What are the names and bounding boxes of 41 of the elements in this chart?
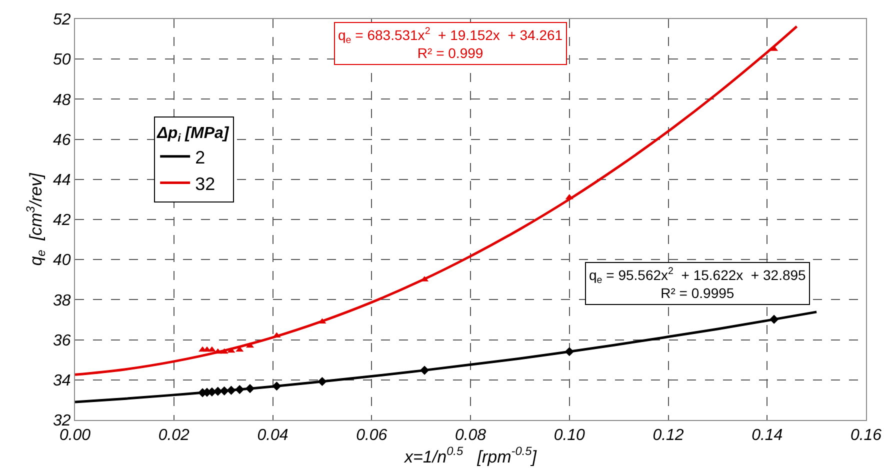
point <box>220 348 228 354</box>
x-tick-label: 0.14 <box>752 427 783 444</box>
legend-label: 2 <box>195 147 206 168</box>
y-tick-label: 34 <box>53 372 71 390</box>
point <box>208 346 216 352</box>
y-tick-label: 32 <box>53 412 71 430</box>
legend-title: Δp$_{i}$ [MPa] <box>156 125 230 145</box>
y-tick-label: 46 <box>53 132 71 149</box>
y-tick-label: 44 <box>53 172 71 189</box>
legend-label: 32 <box>195 174 216 194</box>
point <box>564 347 574 356</box>
point <box>318 376 327 386</box>
point <box>420 366 430 375</box>
line-series <box>75 310 818 404</box>
annotation: q$_{e}$ = 683.531x$^{2}$ + 19.152x + 34.261 R² = 0.999 <box>338 26 563 62</box>
y-tick-label: 48 <box>53 92 71 109</box>
x-tick-label: 0.08 <box>454 427 486 444</box>
x-tick-label: 0.00 <box>59 427 91 444</box>
point <box>272 332 281 338</box>
point <box>272 382 282 391</box>
x-tick-label: 0.16 <box>850 427 882 444</box>
point <box>226 386 236 395</box>
y-tick-label: 40 <box>53 252 71 270</box>
x-tick-label: 0.04 <box>257 427 288 444</box>
point <box>245 384 255 394</box>
point <box>227 347 236 353</box>
point <box>220 386 229 396</box>
y-tick-label: 42 <box>53 212 71 230</box>
y-tick-label: 50 <box>53 52 71 69</box>
point <box>770 314 779 324</box>
x-tick-label: 0.02 <box>158 427 190 444</box>
annotation: q$_{e}$ = 95.562x$^{2}$ + 15.622x + 32.895 R² = 0.9995 <box>589 266 806 302</box>
point <box>565 194 574 200</box>
point <box>235 384 244 394</box>
x-tick-label: 0.10 <box>554 427 586 444</box>
x-tick-label: 0.12 <box>652 427 684 444</box>
y-tick-label: 52 <box>53 12 71 29</box>
x-tick-label: 0.06 <box>356 427 388 444</box>
y-tick-label: 38 <box>53 292 71 310</box>
x-axis-title: x=1/n$^{0.5}$ [rpm$^{-0.5}$] <box>404 444 538 466</box>
y-tick-label: 36 <box>53 332 71 350</box>
